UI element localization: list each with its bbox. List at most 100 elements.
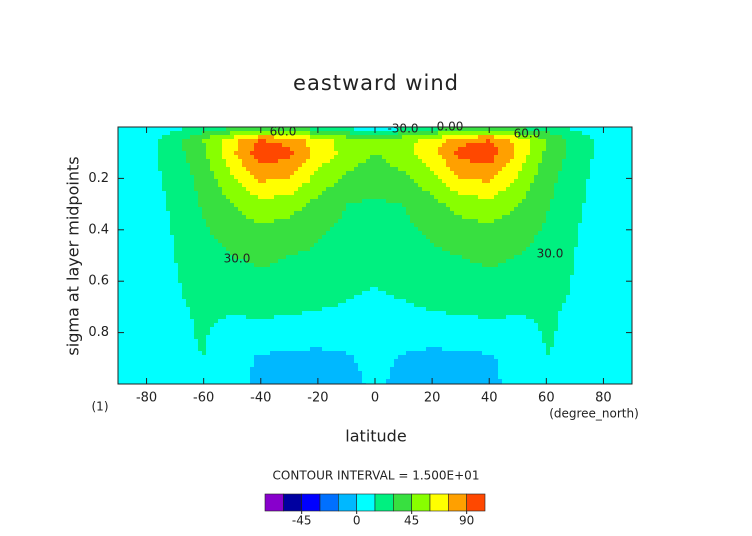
field-cell	[622, 235, 627, 240]
field-cell	[154, 183, 159, 188]
field-cell	[154, 151, 159, 156]
field-cell	[458, 151, 463, 156]
field-cell	[306, 183, 311, 188]
field-cell	[154, 243, 159, 248]
field-cell	[306, 231, 311, 236]
field-cell	[318, 243, 323, 248]
field-cell	[290, 183, 295, 188]
field-cell	[514, 175, 519, 180]
field-cell	[502, 135, 507, 140]
field-cell	[270, 159, 275, 164]
field-cell	[546, 243, 551, 248]
field-cell	[610, 231, 615, 236]
field-cell	[230, 223, 235, 228]
field-cell	[590, 251, 595, 256]
field-cell	[342, 243, 347, 248]
field-cell	[358, 175, 363, 180]
field-cell	[626, 139, 631, 144]
field-cell	[550, 231, 555, 236]
field-cell	[570, 167, 575, 172]
field-cell	[182, 227, 187, 232]
field-cell	[574, 267, 579, 272]
field-cell	[246, 127, 251, 132]
field-cell	[242, 259, 247, 264]
field-cell	[570, 199, 575, 204]
field-cell	[362, 211, 367, 216]
field-cell	[582, 239, 587, 244]
field-cell	[186, 143, 191, 148]
field-cell	[398, 175, 403, 180]
field-cell	[226, 243, 231, 248]
field-cell	[522, 259, 527, 264]
field-cell	[242, 199, 247, 204]
field-cell	[278, 251, 283, 256]
field-cell	[302, 151, 307, 156]
field-cell	[442, 251, 447, 256]
field-cell	[226, 255, 231, 260]
field-cell	[514, 151, 519, 156]
field-cell	[298, 255, 303, 260]
field-cell	[130, 211, 135, 216]
field-cell	[462, 191, 467, 196]
field-cell	[630, 247, 633, 252]
field-cell	[554, 223, 559, 228]
field-cell	[598, 139, 603, 144]
field-cell	[118, 215, 123, 220]
field-cell	[170, 191, 175, 196]
field-cell	[610, 223, 615, 228]
field-cell	[294, 219, 299, 224]
field-cell	[402, 243, 407, 248]
field-cell	[594, 191, 599, 196]
field-cell	[262, 235, 267, 240]
field-cell	[182, 191, 187, 196]
field-cell	[234, 175, 239, 180]
field-cell	[282, 175, 287, 180]
field-cell	[566, 243, 571, 248]
field-cell	[302, 263, 307, 268]
field-cell	[270, 267, 275, 272]
field-cell	[626, 211, 631, 216]
field-cell	[134, 239, 139, 244]
field-cell	[358, 211, 363, 216]
field-cell	[606, 227, 611, 232]
field-cell	[574, 159, 579, 164]
field-cell	[234, 139, 239, 144]
field-cell	[498, 239, 503, 244]
field-cell	[450, 251, 455, 256]
field-cell	[178, 251, 183, 256]
field-cell	[158, 263, 163, 268]
field-cell	[390, 267, 395, 272]
field-cell	[134, 199, 139, 204]
field-cell	[370, 259, 375, 264]
field-cell	[174, 227, 179, 232]
field-cell	[354, 231, 359, 236]
field-cell	[578, 139, 583, 144]
field-cell	[402, 171, 407, 176]
field-cell	[630, 211, 633, 216]
field-cell	[490, 203, 495, 208]
field-cell	[462, 247, 467, 252]
field-cell	[614, 251, 619, 256]
field-cell	[342, 183, 347, 188]
field-cell	[554, 179, 559, 184]
field-cell	[274, 171, 279, 176]
field-cell	[210, 199, 215, 204]
field-cell	[462, 259, 467, 264]
field-cell	[374, 199, 379, 204]
field-cell	[482, 183, 487, 188]
field-cell	[274, 203, 279, 208]
field-cell	[558, 219, 563, 224]
field-cell	[366, 199, 371, 204]
field-cell	[318, 147, 323, 152]
field-cell	[358, 271, 363, 276]
field-cell	[494, 147, 499, 152]
field-cell	[618, 127, 623, 132]
field-cell	[234, 147, 239, 152]
field-cell	[334, 199, 339, 204]
field-cell	[350, 187, 355, 192]
field-cell	[210, 275, 215, 280]
field-cell	[182, 131, 187, 136]
field-cell	[522, 127, 527, 132]
field-cell	[614, 187, 619, 192]
field-cell	[338, 199, 343, 204]
